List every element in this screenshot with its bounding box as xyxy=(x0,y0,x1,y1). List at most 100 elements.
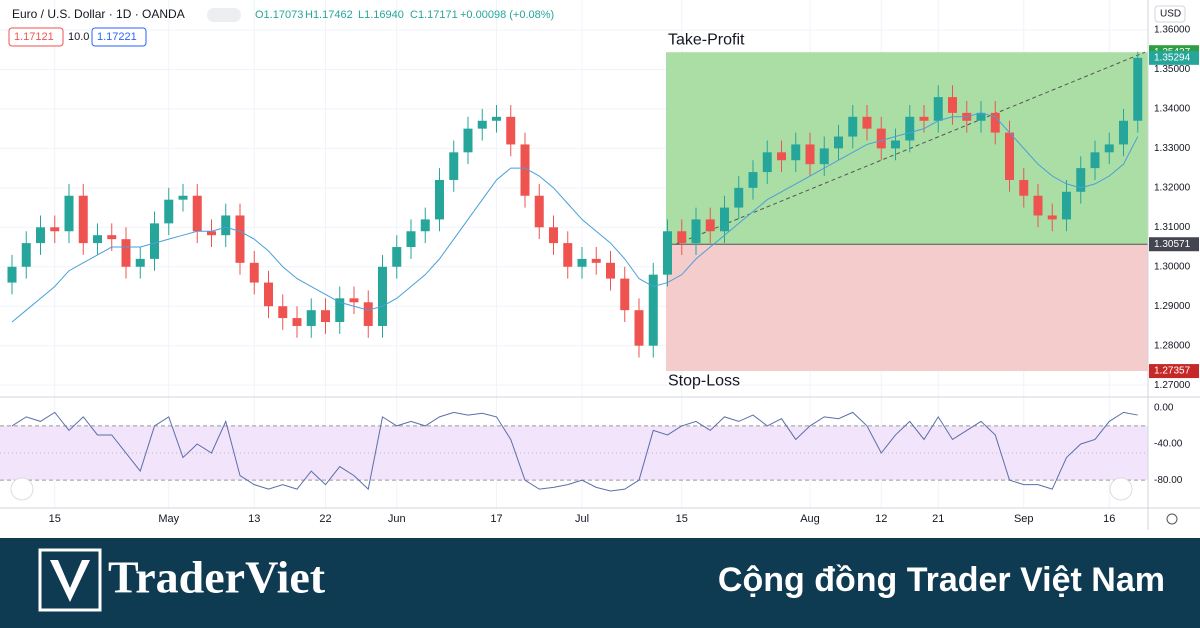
currency-box[interactable] xyxy=(1154,5,1186,23)
candle-body xyxy=(64,195,74,232)
candle-body xyxy=(677,231,687,244)
x-tick-label: 22 xyxy=(319,513,331,525)
candle-body xyxy=(748,172,758,188)
candle-body xyxy=(834,136,843,149)
candle-body xyxy=(606,262,615,279)
candle-body xyxy=(1090,152,1100,169)
candle-body xyxy=(306,310,316,326)
candle-body xyxy=(933,97,943,121)
stop-loss-price-bg xyxy=(1149,364,1199,379)
y-tick-label: 1.27000 xyxy=(1154,380,1191,391)
candle-body xyxy=(762,152,772,173)
x-tick-label: 12 xyxy=(875,513,887,525)
y-tick-label: 1.28000 xyxy=(1154,340,1191,351)
candle-body xyxy=(549,227,558,244)
spread: 10.0 xyxy=(68,31,89,43)
ask-box[interactable] xyxy=(91,27,147,47)
currency: USD xyxy=(1160,9,1181,20)
x-tick-label: 13 xyxy=(248,513,260,525)
logo-text: TraderViet xyxy=(108,552,326,603)
candle-body xyxy=(349,298,359,303)
candle-body xyxy=(1076,168,1086,192)
ohlc-high: H1.17462 xyxy=(305,9,353,21)
ohlc-change: +0.00098 (+0.08%) xyxy=(460,9,554,21)
candle-body xyxy=(363,302,373,326)
candle-body xyxy=(805,144,815,165)
candle-body xyxy=(848,116,858,137)
candle-body xyxy=(648,274,658,346)
candle-body xyxy=(7,266,17,283)
candle-body xyxy=(235,215,245,263)
stop-loss-price: 1.27357 xyxy=(1154,366,1191,377)
candle-body xyxy=(1062,191,1071,220)
last-price: 1.35294 xyxy=(1154,52,1191,63)
settings-icon[interactable] xyxy=(1166,513,1178,525)
candle-body xyxy=(691,219,701,244)
ohlc-close: C1.17171 xyxy=(410,9,458,21)
trade-path xyxy=(675,51,1146,245)
entry-price: 1.30571 xyxy=(1154,239,1191,250)
banner xyxy=(0,538,1200,628)
x-tick-label: Aug xyxy=(800,513,820,525)
candle-body xyxy=(620,278,630,311)
candle-body xyxy=(591,258,601,263)
y-tick-label: 1.31000 xyxy=(1154,222,1191,233)
candle-body xyxy=(392,247,402,267)
candle-body xyxy=(876,128,886,149)
y-tick-label: 1.35000 xyxy=(1154,64,1191,75)
y-tick-label: 1.36000 xyxy=(1154,25,1191,36)
moving-average xyxy=(11,112,1139,323)
candle-body xyxy=(1019,179,1029,196)
candle-body xyxy=(321,310,330,323)
candle-body xyxy=(976,112,986,121)
logo-button[interactable] xyxy=(10,477,34,501)
scroll-button[interactable] xyxy=(1109,477,1133,501)
candle-body xyxy=(819,148,829,165)
candle-body xyxy=(378,266,387,326)
chart: 1.27000 1.28000 1.29000 1.30000 1.31000 1.320… xyxy=(0,0,1200,530)
candle-body xyxy=(577,258,587,267)
candle-body xyxy=(1005,132,1014,180)
candle-body xyxy=(492,116,501,121)
candle-body xyxy=(150,223,159,259)
candle-body xyxy=(1033,195,1043,216)
candle-body xyxy=(36,227,45,244)
candle-body xyxy=(435,179,444,220)
x-tick-label: 15 xyxy=(676,513,688,525)
x-tick-label: 17 xyxy=(490,513,502,525)
x-tick-label: Sep xyxy=(1014,513,1034,525)
candle-body xyxy=(1104,144,1114,153)
x-tick-label: 21 xyxy=(932,513,944,525)
candle-body xyxy=(720,207,729,232)
x-tick-label: Jun xyxy=(388,513,406,525)
take-profit-label: Take-Profit xyxy=(668,31,745,48)
candle-body xyxy=(563,243,573,267)
candle-body xyxy=(948,97,957,113)
stop-loss-label: Stop-Loss xyxy=(668,372,740,389)
y-tick-label: 1.33000 xyxy=(1154,143,1191,154)
loss-zone xyxy=(666,244,1148,372)
candle-body xyxy=(135,258,145,267)
x-tick-label: 15 xyxy=(49,513,61,525)
candle-body xyxy=(663,231,672,275)
entry-price-bg xyxy=(1149,237,1199,252)
candle-body xyxy=(420,219,430,232)
ask: 1.17221 xyxy=(97,31,137,43)
candle-body xyxy=(192,195,202,232)
candle-body xyxy=(178,195,188,200)
y-tick-label: 1.34000 xyxy=(1154,104,1191,115)
candle-body xyxy=(919,116,929,121)
bid-box[interactable] xyxy=(8,27,64,47)
ohlc-low: L1.16940 xyxy=(358,9,404,21)
candle-body xyxy=(634,310,644,346)
y-tick-label: 1.32000 xyxy=(1154,182,1191,193)
logo-box xyxy=(38,548,102,612)
candle-body xyxy=(21,243,31,267)
candle-body xyxy=(791,144,801,161)
candle-body xyxy=(221,215,231,236)
y-tick-label: 0.00 xyxy=(1154,402,1174,413)
y-tick-label: 1.30000 xyxy=(1154,261,1191,272)
candle-body xyxy=(278,306,288,319)
candle-body xyxy=(121,239,131,267)
